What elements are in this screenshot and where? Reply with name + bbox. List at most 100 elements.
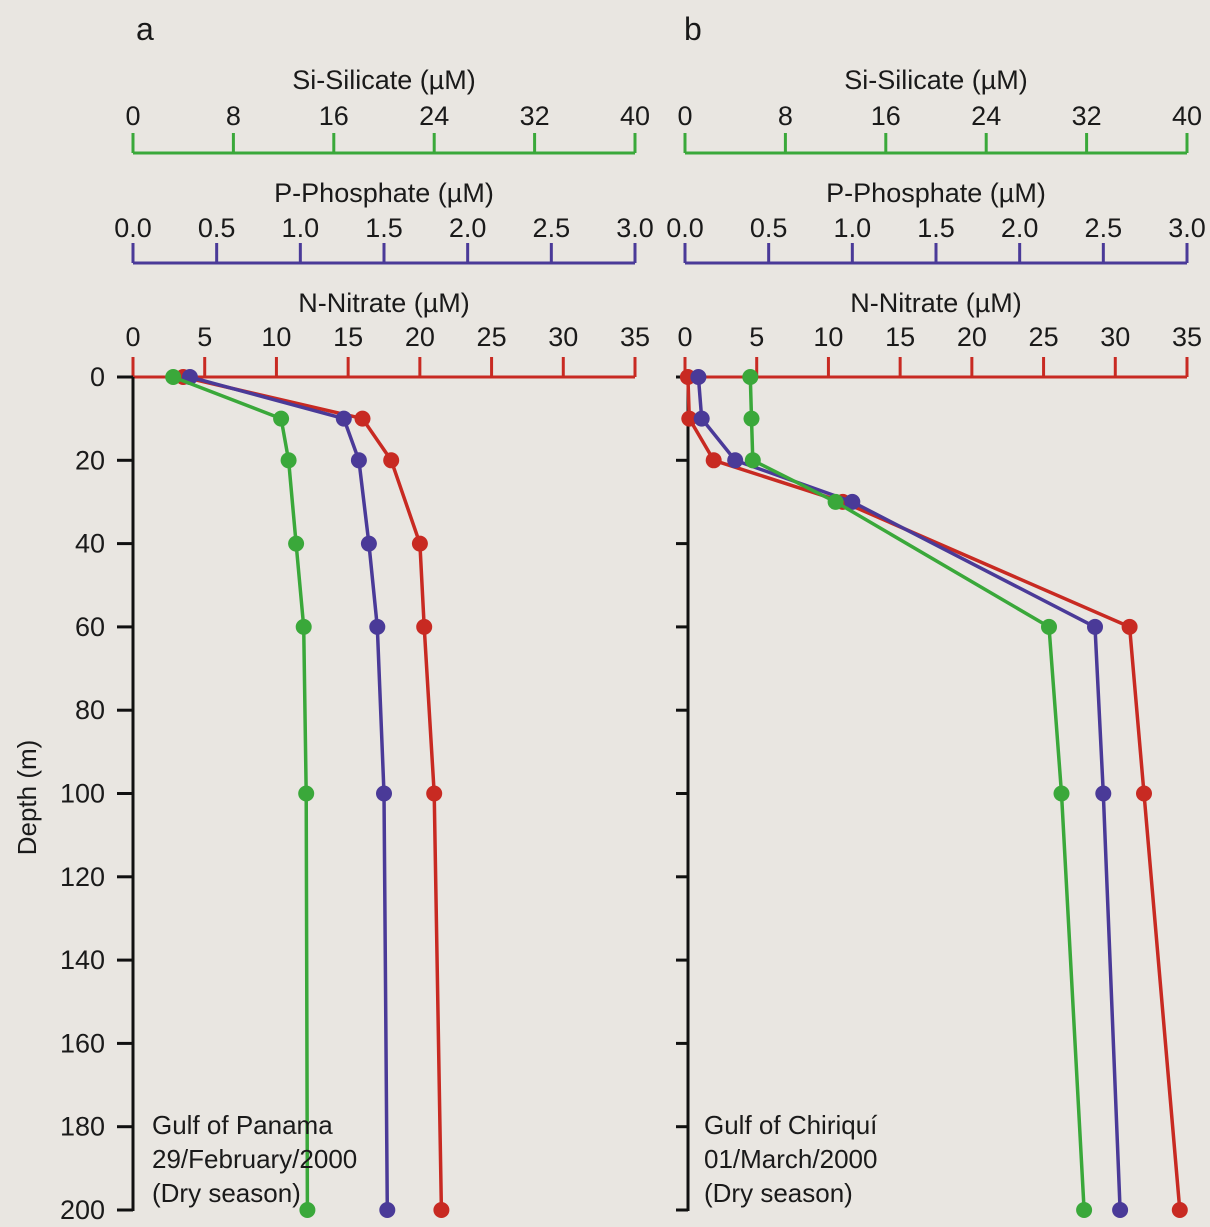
depth-tick-label: 0 [90, 362, 105, 392]
x-tick-label-n: 30 [548, 322, 578, 352]
panel-a-chart: a Si-Silicate (µM) 0 8 16 24 32 40 P-Phosphate (… [12, 11, 654, 1225]
data-point-n [705, 452, 722, 469]
x-tick-label-n: 5 [197, 322, 212, 352]
data-point-si [743, 410, 760, 427]
depth-tick-label: 60 [75, 612, 105, 642]
panel-letter: a [136, 11, 154, 47]
x-tick-label-n: 25 [477, 322, 507, 352]
data-point-n [433, 1202, 450, 1218]
depth-tick-label: 20 [75, 445, 105, 475]
depth-tick-label: 80 [75, 695, 105, 725]
data-point-n [411, 535, 428, 552]
x-tick-label-p: 0.0 [666, 213, 704, 243]
data-point-si [273, 410, 290, 427]
x-tick-label-n: 20 [405, 322, 435, 352]
panel-b-chart: b Si-Silicate (µM) 0 8 16 24 32 40 P-Phosphate (… [666, 11, 1206, 1218]
data-point-si [165, 369, 182, 385]
depth-axis-title: Depth (m) [12, 740, 42, 856]
x-tick-label-si: 32 [520, 101, 550, 131]
x-tick-label-si: 16 [871, 101, 901, 131]
data-point-p [369, 618, 386, 635]
data-point-p [1087, 618, 1103, 635]
data-point-n [681, 410, 698, 427]
x-tick-label-si: 40 [1172, 101, 1202, 131]
depth-tick-label: 120 [60, 862, 105, 892]
data-point-p [690, 369, 707, 385]
depth-tick-label: 180 [60, 1112, 105, 1142]
x-tick-label-p: 0.0 [114, 213, 152, 243]
x-tick-label-p: 1.0 [834, 213, 872, 243]
x-tick-label-n: 0 [125, 322, 140, 352]
x-tick-label-n: 20 [957, 322, 987, 352]
data-point-si [744, 452, 761, 469]
x-tick-label-p: 1.5 [365, 213, 403, 243]
x-tick-label-p: 0.5 [198, 213, 236, 243]
x-tick-label-n: 0 [677, 322, 692, 352]
x-tick-label-n: 15 [333, 322, 363, 352]
x-tick-label-p: 2.0 [1001, 213, 1039, 243]
x-tick-label-n: 10 [813, 322, 843, 352]
panel-letter: b [684, 11, 702, 47]
x-tick-label-si: 8 [226, 101, 241, 131]
data-point-si [299, 1202, 316, 1218]
data-point-p [379, 1202, 396, 1218]
data-point-si [295, 618, 312, 635]
x-axis-title-p: P-Phosphate (µM) [826, 178, 1046, 208]
data-point-n [416, 618, 433, 635]
data-point-n [1171, 1202, 1188, 1218]
x-tick-label-p: 0.5 [750, 213, 788, 243]
data-point-n [383, 452, 400, 469]
depth-tick-label: 200 [60, 1195, 105, 1225]
data-point-p [350, 452, 367, 469]
data-point-p [693, 410, 710, 427]
x-tick-label-p: 2.0 [449, 213, 487, 243]
data-point-si [288, 535, 305, 552]
annotation-line: (Dry season) [704, 1178, 853, 1208]
data-point-p [727, 452, 744, 469]
x-axis-title-si: Si-Silicate (µM) [292, 65, 476, 95]
x-tick-label-si: 16 [319, 101, 349, 131]
x-tick-label-p: 2.5 [533, 213, 571, 243]
x-tick-label-n: 5 [749, 322, 764, 352]
data-point-p [335, 410, 352, 427]
annotation-line: 01/March/2000 [704, 1144, 877, 1174]
x-tick-label-p: 2.5 [1085, 213, 1123, 243]
depth-tick-label: 100 [60, 779, 105, 809]
x-axis-title-n: N-Nitrate (µM) [298, 288, 470, 318]
data-point-n [354, 410, 371, 427]
data-point-p [1095, 785, 1112, 802]
x-tick-label-si: 0 [677, 101, 692, 131]
data-point-si [298, 785, 315, 802]
x-tick-label-si: 40 [620, 101, 650, 131]
x-tick-label-n: 35 [1172, 322, 1202, 352]
x-tick-label-n: 30 [1100, 322, 1130, 352]
x-tick-label-n: 35 [620, 322, 650, 352]
x-axis-title-si: Si-Silicate (µM) [844, 65, 1028, 95]
series-line-si [172, 375, 310, 1211]
data-point-n [426, 785, 443, 802]
x-axis-title-p: P-Phosphate (µM) [274, 178, 494, 208]
series-line-si [748, 376, 1086, 1211]
x-tick-label-n: 10 [261, 322, 291, 352]
data-point-si [827, 493, 844, 510]
x-tick-label-p: 1.0 [282, 213, 320, 243]
x-tick-label-si: 8 [778, 101, 793, 131]
x-tick-label-p: 3.0 [616, 213, 654, 243]
data-point-n [1136, 785, 1152, 802]
depth-tick-label: 140 [60, 945, 105, 975]
x-tick-label-si: 24 [971, 101, 1001, 131]
data-point-p [1112, 1202, 1129, 1218]
depth-tick-label: 160 [60, 1028, 105, 1058]
x-tick-label-si: 24 [419, 101, 449, 131]
data-point-p [844, 493, 861, 510]
annotation-line: 29/February/2000 [152, 1144, 357, 1174]
annotation-line: Gulf of Chiriquí [704, 1110, 878, 1140]
x-tick-label-p: 3.0 [1168, 213, 1206, 243]
x-tick-label-si: 0 [125, 101, 140, 131]
x-tick-label-n: 15 [885, 322, 915, 352]
data-point-si [280, 452, 297, 469]
depth-tick-label: 40 [75, 529, 105, 559]
annotation-line: (Dry season) [152, 1178, 301, 1208]
x-tick-label-p: 1.5 [917, 213, 955, 243]
